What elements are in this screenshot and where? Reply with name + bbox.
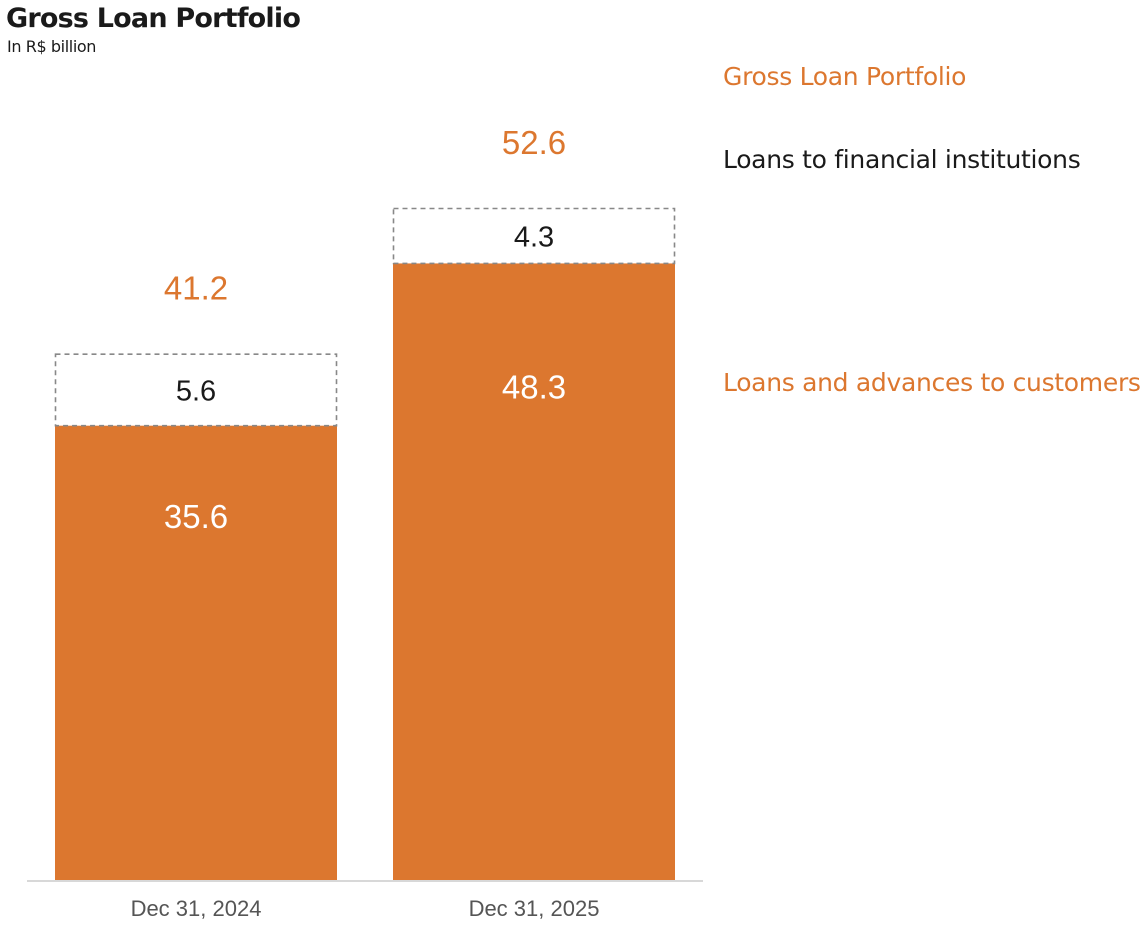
bar-customers [393,262,675,880]
legend-gross-loan-portfolio: Gross Loan Portfolio [723,62,967,91]
chart-title: Gross Loan Portfolio [6,3,301,34]
x-tick-label: Dec 31, 2024 [131,896,262,921]
data-label-financial-institutions: 4.3 [514,221,554,253]
data-label-total: 52.6 [502,124,566,161]
bar-financial-institutions [392,207,676,265]
data-label-customers: 48.3 [502,368,566,405]
data-label-total: 41.2 [164,270,228,307]
bar-customers [55,425,337,880]
x-tick-label: Dec 31, 2025 [469,896,600,921]
chart-subtitle: In R$ billion [7,37,96,56]
legend-loans-to-financial-institutions: Loans to financial institutions [723,145,1081,174]
legend-loans-and-advances-to-customers: Loans and advances to customers [723,368,1141,397]
bar-financial-institutions [54,353,338,427]
data-label-financial-institutions: 5.6 [176,375,216,407]
bar-chart: 35.6 5.6 41.2 Dec 31, 2024 48.3 4.3 52.6 Dec 31… [27,124,703,921]
data-label-customers: 35.6 [164,498,228,535]
